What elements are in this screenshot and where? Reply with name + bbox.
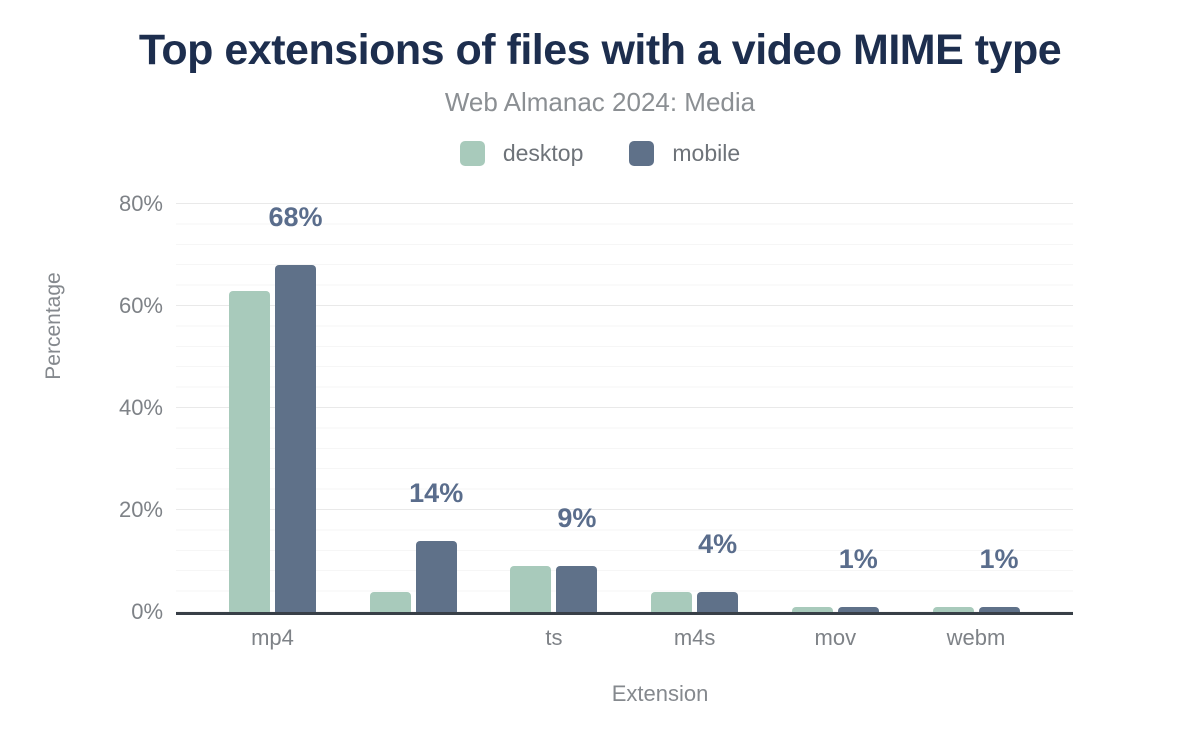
x-tick-m4s: m4s: [673, 625, 716, 650]
mobile-swatch-icon: [629, 141, 655, 166]
bar-mobile-mp4[interactable]: [275, 265, 316, 612]
y-axis-title: Percentage: [42, 272, 65, 380]
bar-desktop-mov[interactable]: [791, 606, 833, 612]
bar-mobile-m4s[interactable]: [697, 591, 739, 612]
gridline-80: [176, 203, 1073, 204]
bar-value-label-blank: 14%: [409, 477, 464, 508]
chart-title: Top extensions of files with a video MIM…: [138, 26, 1062, 74]
bar-mobile-mov[interactable]: [837, 606, 879, 612]
x-tick-mov: mov: [814, 625, 857, 650]
y-tick-80: 80%: [118, 191, 163, 216]
x-axis-title: Extension: [611, 681, 709, 706]
y-tick-60: 60%: [118, 293, 163, 318]
bar-value-label-mov: 1%: [838, 543, 878, 574]
legend-label-mobile: mobile: [672, 140, 741, 166]
bar-value-label-mp4: 68%: [268, 202, 323, 233]
legend-item-desktop[interactable]: desktop: [459, 140, 584, 167]
y-tick-40: 40%: [118, 395, 163, 420]
bar-desktop-mp4[interactable]: [229, 290, 270, 612]
bar-desktop-blank[interactable]: [369, 591, 411, 612]
chart-subtitle: Web Almanac 2024: Media: [444, 87, 756, 117]
legend-item-mobile[interactable]: mobile: [629, 140, 740, 167]
gridline-40: [176, 407, 1073, 408]
bar-value-label-ts: 9%: [557, 503, 597, 534]
x-tick-mp4: mp4: [251, 625, 294, 650]
x-tick-webm: webm: [946, 625, 1006, 650]
bar-desktop-webm[interactable]: [932, 606, 974, 612]
y-tick-0: 0%: [131, 599, 163, 624]
desktop-swatch-icon: [459, 141, 485, 166]
legend-label-desktop: desktop: [502, 140, 584, 166]
bar-value-label-m4s: 4%: [698, 528, 738, 559]
plot-area: 68% 14% 9% 4% 1% 1%: [176, 202, 1073, 615]
legend: desktop mobile: [0, 140, 1200, 167]
bar-mobile-blank[interactable]: [415, 540, 457, 612]
gridline-20: [176, 509, 1073, 510]
bar-desktop-ts[interactable]: [510, 566, 552, 612]
bar-mobile-ts[interactable]: [556, 566, 598, 612]
gridline-60: [176, 305, 1073, 306]
x-tick-ts: ts: [545, 625, 563, 650]
bar-value-label-webm: 1%: [979, 543, 1019, 574]
bar-mobile-webm[interactable]: [978, 606, 1020, 612]
bar-desktop-m4s[interactable]: [651, 591, 693, 612]
y-tick-20: 20%: [118, 497, 163, 522]
